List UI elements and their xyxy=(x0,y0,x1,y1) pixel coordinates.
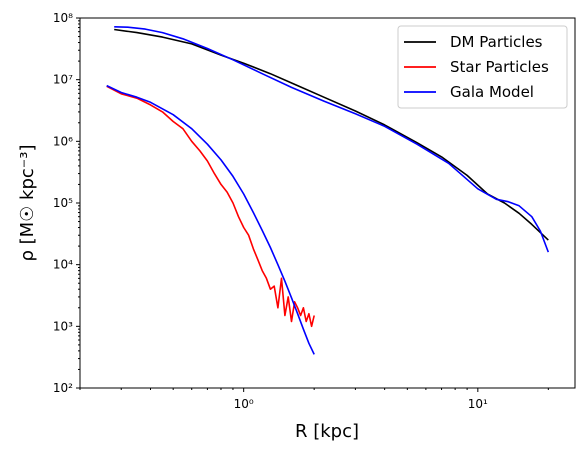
y-tick-label: 10⁸ xyxy=(53,11,73,25)
y-tick-label: 10³ xyxy=(53,319,73,333)
y-tick-label: 10⁷ xyxy=(53,73,73,87)
x-tick-label: 10¹ xyxy=(468,397,488,411)
legend-label-dm-particles: DM Particles xyxy=(450,33,543,51)
x-axis-label: R [kpc] xyxy=(295,421,359,442)
series-line-gala-model xyxy=(106,84,315,355)
legend-label-gala-model: Gala Model xyxy=(450,83,534,101)
series-line-dm-particles xyxy=(114,28,549,241)
series-line-star-particles xyxy=(106,85,315,328)
series-line-gala-model-extension xyxy=(114,26,550,253)
y-tick-label: 10⁵ xyxy=(53,196,73,210)
legend-label-star-particles: Star Particles xyxy=(450,58,549,76)
x-axis: 10⁰ 10¹ xyxy=(79,388,549,411)
y-axis: 10² 10³ 10⁴ 10⁵ 10⁶ 10⁷ 10⁸ xyxy=(53,11,80,395)
legend-box xyxy=(397,25,568,109)
y-tick-label: 10⁴ xyxy=(53,258,73,272)
y-axis-label: ρ [M☉ kpc⁻³] xyxy=(17,144,38,261)
series-layer xyxy=(106,26,550,355)
x-tick-label: 10⁰ xyxy=(234,397,254,411)
legend: DM Particles Star Particles Gala Model xyxy=(397,25,568,109)
y-tick-label: 10⁶ xyxy=(53,134,73,148)
y-tick-label: 10² xyxy=(53,381,73,395)
